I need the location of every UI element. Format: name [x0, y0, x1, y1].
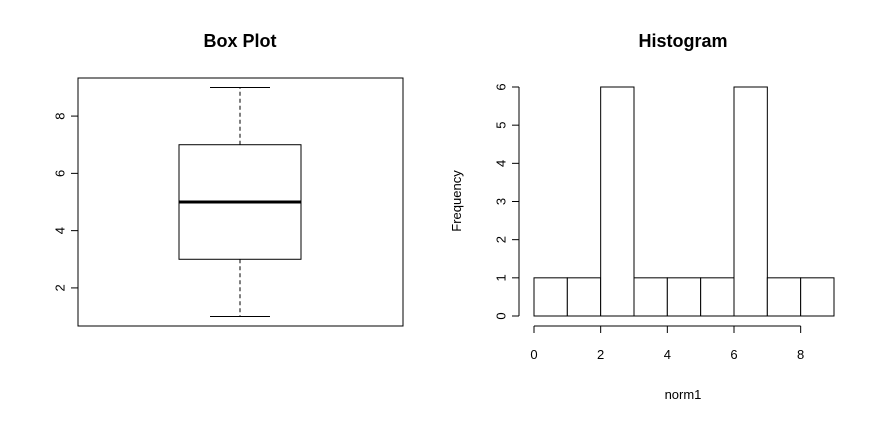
histogram-y-tick-label: 3: [494, 198, 509, 205]
histogram-x-axis: 0 2 4 6 8: [530, 325, 804, 362]
histogram-x-tick-label: 4: [664, 347, 671, 362]
histogram-x-tick-label: 6: [730, 347, 737, 362]
boxplot-y-axis: 2 4 6 8: [53, 112, 78, 292]
histogram-title: Histogram: [638, 31, 727, 51]
histogram-x-tick-label: 8: [797, 347, 804, 362]
histogram-y-tick-label: 6: [494, 83, 509, 90]
boxplot-y-tick-label: 6: [53, 170, 68, 177]
boxplot-marks: [178, 86, 302, 318]
histogram-y-tick-label: 2: [494, 236, 509, 243]
boxplot-y-tick-label: 8: [53, 112, 68, 119]
histogram-xlabel: norm1: [665, 387, 702, 402]
histogram-bars: [533, 86, 835, 317]
histogram-bar: [666, 277, 702, 317]
boxplot-y-tick-label: 2: [53, 284, 68, 291]
histogram-bar: [733, 86, 768, 317]
boxplot-title: Box Plot: [203, 31, 276, 51]
histogram-ylabel: Frequency: [449, 170, 464, 232]
histogram-x-tick-label: 0: [530, 347, 537, 362]
boxplot-y-tick-label: 4: [53, 227, 68, 234]
histogram-y-tick-label: 0: [494, 312, 509, 319]
histogram-y-tick-label: 1: [494, 274, 509, 281]
histogram-x-tick-label: 2: [597, 347, 604, 362]
histogram-bar: [800, 277, 835, 317]
histogram-panel: Histogram 0 1 2 3 4 5 6 0 2 4 6 8 Frequency norm1: [449, 31, 835, 402]
histogram-y-axis: 0 1 2 3 4 5 6: [494, 83, 520, 320]
boxplot-panel: Box Plot 2 4 6 8: [53, 31, 404, 327]
histogram-bar: [533, 277, 568, 317]
boxplot-frame: [77, 77, 404, 327]
histogram-bar: [566, 277, 602, 317]
histogram-y-tick-label: 5: [494, 122, 509, 129]
histogram-bar: [766, 277, 802, 317]
histogram-bar: [633, 277, 668, 317]
histogram-bar: [700, 277, 735, 317]
histogram-y-tick-label: 4: [494, 160, 509, 167]
histogram-bar: [600, 86, 635, 317]
